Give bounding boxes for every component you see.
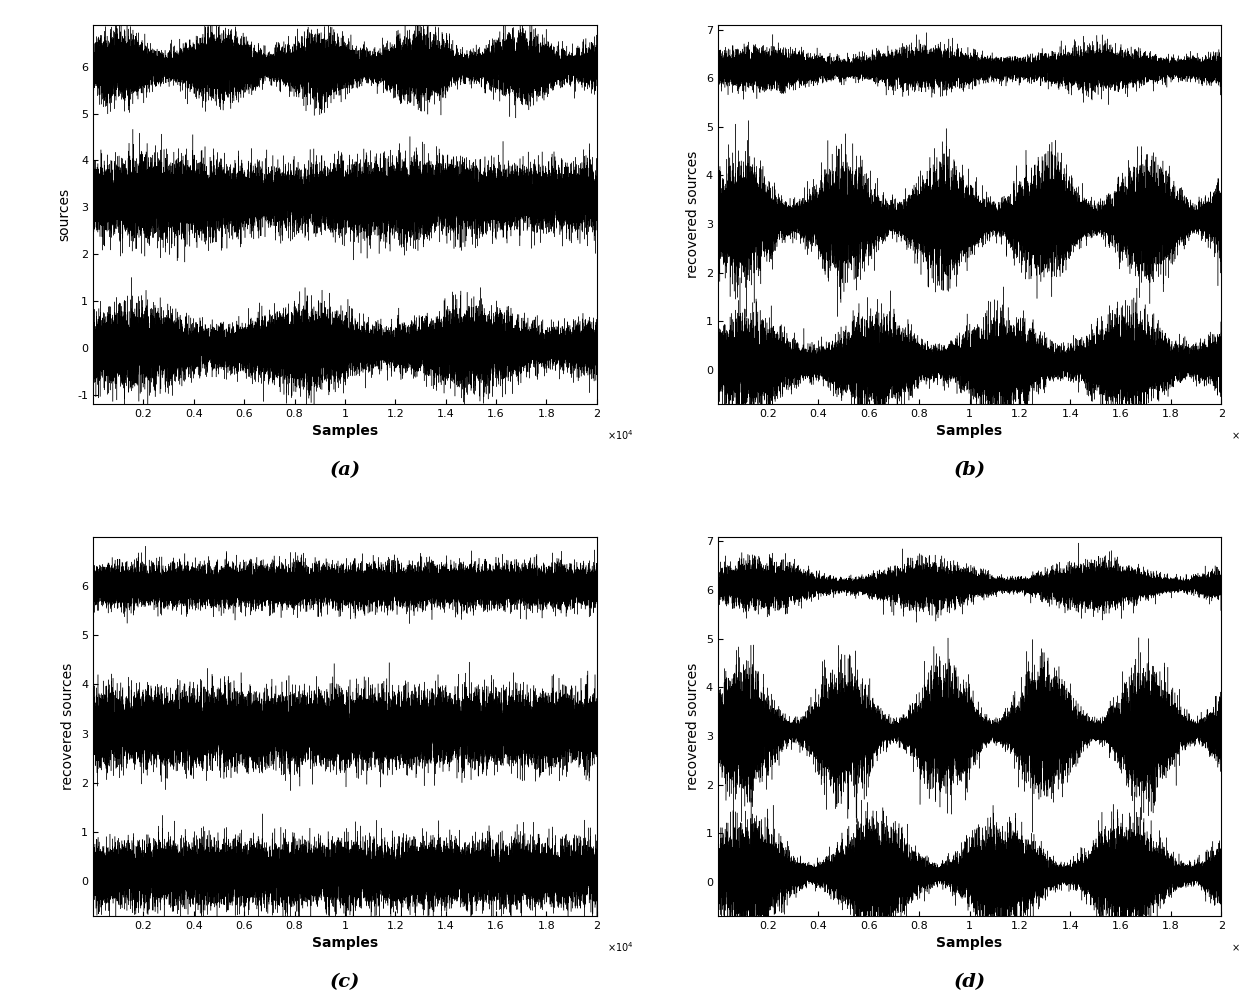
Text: $\times10^4$: $\times10^4$ [606,940,634,954]
Y-axis label: recovered sources: recovered sources [62,662,76,790]
Text: $\times10^4$: $\times10^4$ [1231,429,1240,443]
Text: (d): (d) [954,972,986,990]
X-axis label: Samples: Samples [936,937,1003,950]
Text: (c): (c) [330,972,360,990]
X-axis label: Samples: Samples [311,937,378,950]
Text: (b): (b) [954,460,986,479]
Y-axis label: recovered sources: recovered sources [686,662,701,790]
Text: $\times10^4$: $\times10^4$ [1231,940,1240,954]
X-axis label: Samples: Samples [936,425,1003,439]
Text: $\times10^4$: $\times10^4$ [606,429,634,443]
Y-axis label: recovered sources: recovered sources [686,150,701,278]
Y-axis label: sources: sources [57,188,72,241]
X-axis label: Samples: Samples [311,425,378,439]
Text: (a): (a) [330,460,361,479]
